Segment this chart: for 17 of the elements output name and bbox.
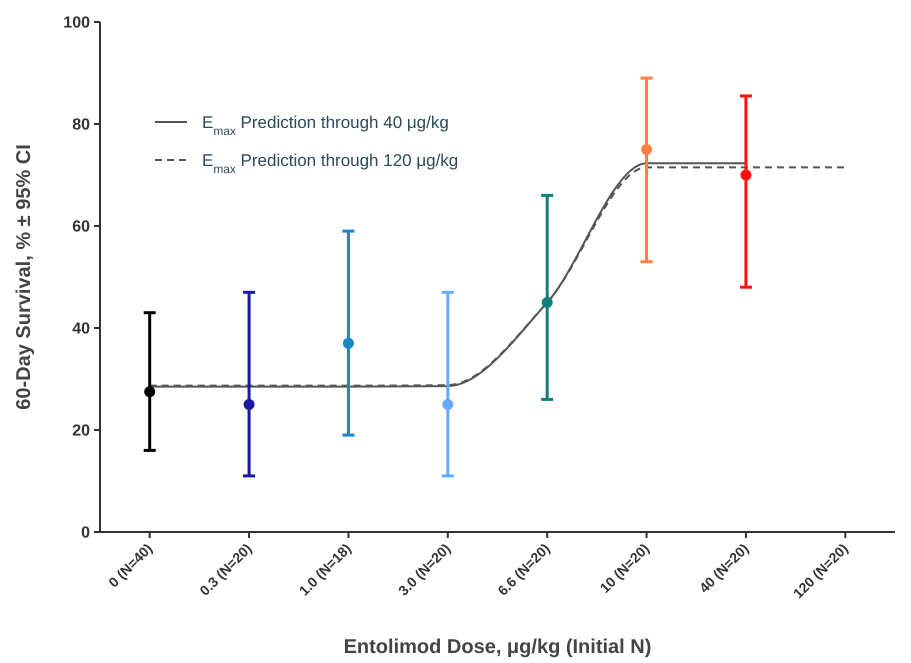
point: [641, 144, 652, 155]
point: [342, 338, 354, 349]
point: [542, 297, 553, 308]
y-tick-label: 0: [81, 524, 90, 542]
y-tick-label: 100: [63, 14, 90, 32]
y-tick-label: 20: [72, 422, 90, 440]
y-tick-label: 80: [72, 116, 90, 134]
y-axis-title: 60-Day Survival, % ± 95% CI: [13, 144, 35, 410]
legend-label: E$_{max}$ Prediction through 120 μg/kg: [202, 150, 458, 176]
point: [740, 170, 752, 180]
y-tick-label: 60: [72, 218, 90, 236]
point: [442, 399, 454, 410]
point: [144, 386, 156, 398]
x-axis-title: Entolimod Dose, μg/kg (Initial N): [344, 636, 652, 658]
y-tick-label: 40: [72, 320, 90, 338]
legend-label: E$_{max}$ Prediction through 40 μg/kg: [202, 112, 449, 138]
point: [244, 399, 255, 410]
